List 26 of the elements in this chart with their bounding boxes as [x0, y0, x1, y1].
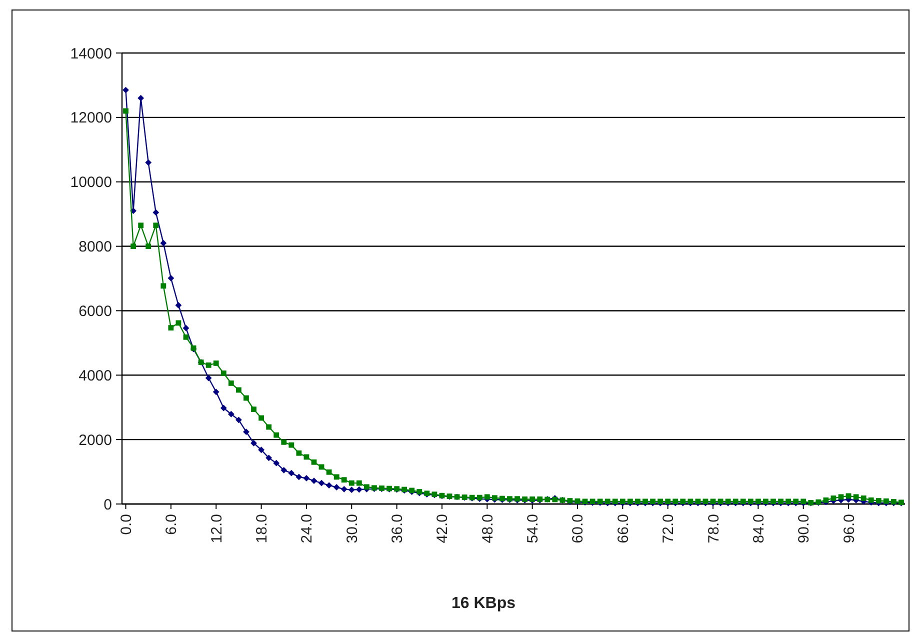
x-axis-title: 16 KBps [451, 595, 516, 612]
x-tick-label: 66.0 [614, 514, 632, 544]
y-tick-label: 6000 [78, 302, 112, 320]
x-tick-label: 30.0 [344, 514, 361, 544]
x-tick-label: 84.0 [750, 514, 768, 544]
x-tick-label: 0.0 [118, 514, 136, 535]
y-tick-label: 4000 [78, 367, 112, 384]
y-tick-label: 8000 [78, 238, 112, 256]
x-tick-label: 18.0 [254, 514, 271, 544]
x-tick-label: 96.0 [840, 514, 858, 544]
x-tick-label: 72.0 [660, 514, 678, 544]
x-tick-label: 24.0 [298, 514, 316, 544]
x-tick-label: 54.0 [524, 514, 542, 544]
y-tick-label: 0 [104, 496, 112, 514]
x-tick-label: 60.0 [570, 514, 587, 544]
x-tick-label: 42.0 [434, 514, 452, 544]
x-tick-label: 78.0 [705, 514, 722, 544]
x-tick-label: 90.0 [796, 514, 813, 544]
y-tick-label: 12000 [70, 110, 112, 127]
y-tick-label: 2000 [78, 432, 112, 449]
x-tick-label: 12.0 [208, 514, 226, 544]
x-tick-label: 36.0 [389, 514, 406, 544]
y-tick-label: 10000 [70, 174, 112, 192]
y-tick-label: 14000 [70, 45, 112, 62]
x-tick-label: 48.0 [479, 514, 496, 544]
x-tick-label: 6.0 [163, 514, 180, 535]
